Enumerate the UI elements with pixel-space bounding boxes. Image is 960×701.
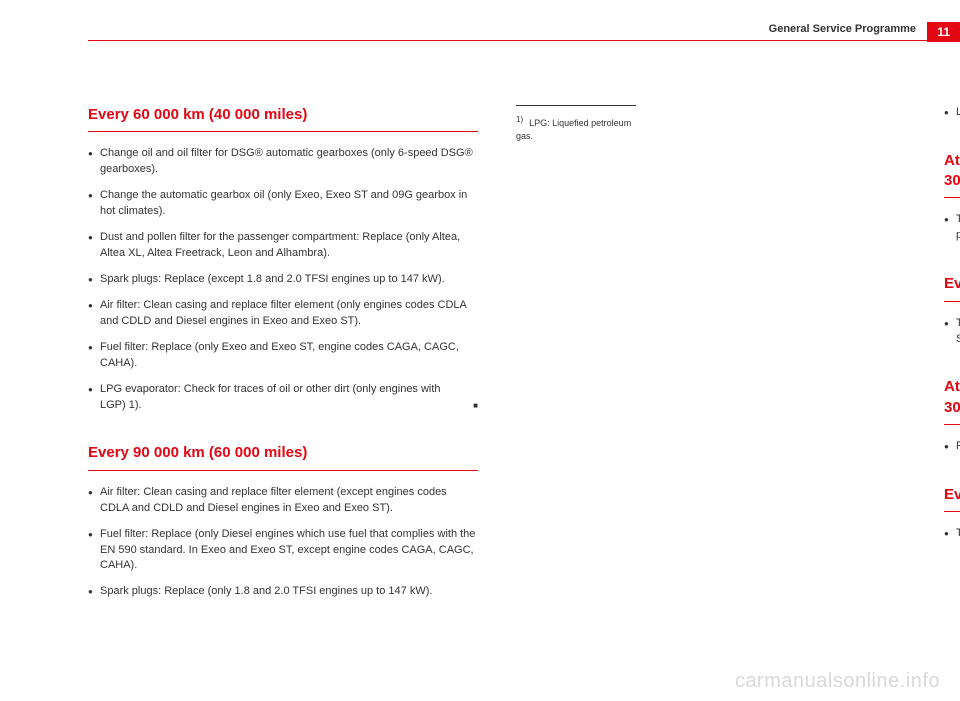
- service-item: Spark plugs: Replace (except 1.8 and 2.0…: [88, 272, 478, 288]
- service-section: Every 210 000 km (130 000 miles) Timing …: [944, 485, 960, 542]
- service-item: Change the automatic gearbox oil (only E…: [88, 188, 478, 220]
- service-item: Timing belt for camshaft: Replace (TDI C…: [944, 526, 960, 542]
- service-item: Spark plugs: Replace (only 1.8 and 2.0 T…: [88, 584, 478, 600]
- service-section: Every 60 000 km (40 000 miles) Change oi…: [88, 105, 478, 413]
- end-marker-icon: ■: [473, 400, 478, 412]
- header-section-title: General Service Programme: [769, 23, 916, 35]
- service-item: Dust and pollen filter for the passenger…: [88, 230, 478, 262]
- service-item: Change oil and oil filter for DSG® autom…: [88, 146, 478, 178]
- footnote-number: 1): [516, 115, 523, 124]
- service-item: Air filter: Clean casing and replace fil…: [88, 485, 478, 517]
- page-content: Every 60 000 km (40 000 miles) Change oi…: [88, 105, 906, 661]
- service-section: At 180 000 km (120 000 miles) the first …: [944, 377, 960, 454]
- service-item: Fuel filter: Replace (only Diesel engine…: [88, 527, 478, 575]
- service-item: LPG evaporator: Check for traces of oil …: [88, 382, 478, 414]
- section-heading: Every 60 000 km (40 000 miles): [88, 105, 478, 132]
- service-item: Air filter: Clean casing and replace fil…: [88, 298, 478, 330]
- service-item: LPG evaporator paper filter: Replace (on…: [944, 105, 960, 121]
- section-heading: At 180 000 km (120 000 miles) the first …: [944, 377, 960, 425]
- service-item: Fuel filter: Replace (only Exeo and Exeo…: [88, 340, 478, 372]
- section-heading: Every 210 000 km (130 000 miles): [944, 485, 960, 512]
- section-heading: At 90 000 km (60 000 miles) the first ti…: [944, 151, 960, 199]
- header-rule: [88, 40, 930, 41]
- footnote-block: 1)LPG: Liquefied petroleum gas.: [516, 105, 636, 142]
- service-section: At 90 000 km (60 000 miles) the first ti…: [944, 151, 960, 244]
- service-item: Particulate filter: Check (TDI Common Ra…: [944, 439, 960, 455]
- footnote: 1)LPG: Liquefied petroleum gas.: [516, 114, 636, 142]
- section-heading: Every 90 000 km (60 000 miles): [88, 443, 478, 470]
- section-heading: Every 180 000 km (120 000 miles): [944, 274, 960, 301]
- footnote-text: LPG: Liquefied petroleum gas.: [516, 118, 631, 141]
- service-section: Every 180 000 km (120 000 miles) Timing …: [944, 274, 960, 347]
- watermark: carmanualsonline.info: [735, 670, 940, 693]
- service-item: Timing belt for camshaft: Check conditio…: [944, 212, 960, 244]
- service-item: Timing belt for camshaft: Replace (only …: [944, 316, 960, 348]
- page-number-tab: 11: [927, 22, 960, 42]
